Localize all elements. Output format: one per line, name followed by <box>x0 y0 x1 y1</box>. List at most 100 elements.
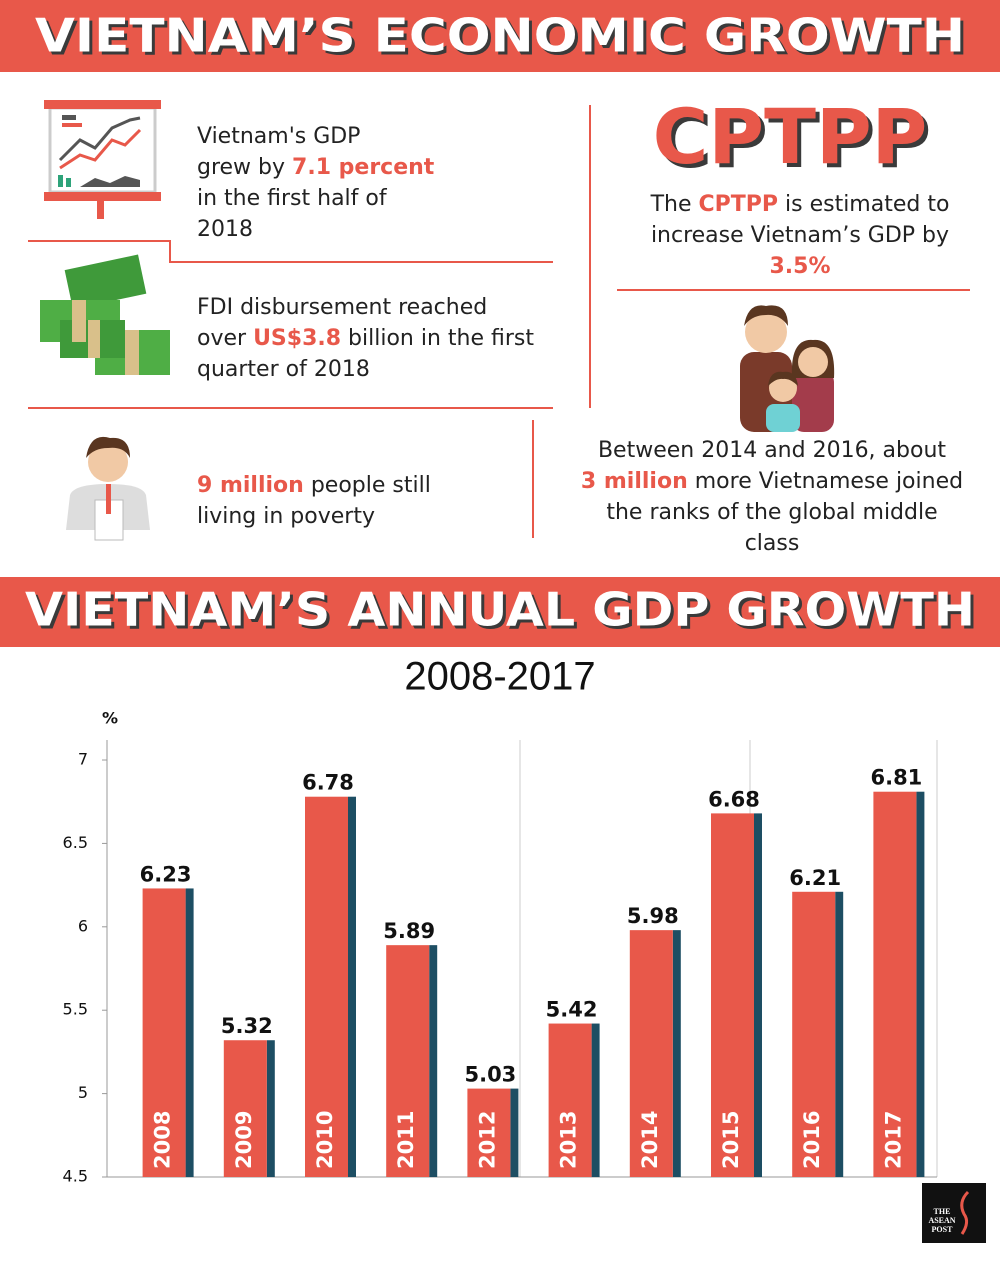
text-segment: Vietnam's GDP <box>197 124 360 149</box>
x-tick-label: 2012 <box>475 1111 499 1169</box>
bar-shadow <box>185 888 194 1177</box>
text-line: class <box>745 531 800 556</box>
text-line: in the first half of <box>197 186 388 211</box>
text-line: The CPTPP is estimated to <box>650 192 950 217</box>
chart-icon <box>44 100 161 219</box>
divider <box>28 240 553 263</box>
x-tick-label: 2016 <box>800 1111 824 1169</box>
text-segment: FDI disbursement reached <box>197 295 487 320</box>
text-line: 2018 <box>197 217 253 242</box>
bar-shadow <box>510 1088 519 1177</box>
person-icon <box>66 436 150 541</box>
text-line: 3 million more Vietnamese joined <box>581 469 963 494</box>
value-label: 5.89 <box>383 919 435 943</box>
text-segment: is estimated to <box>778 192 949 217</box>
text-segment: grew by <box>197 155 292 180</box>
highlight: CPTPP <box>698 192 778 217</box>
highlight: US$3.8 <box>253 326 341 351</box>
bar-shadow <box>266 1040 275 1177</box>
logo <box>922 1183 986 1243</box>
value-label: 6.68 <box>708 787 760 811</box>
bar <box>386 945 430 1177</box>
text-segment: billion in the first <box>341 326 534 351</box>
money-icon <box>40 254 170 375</box>
bar-shadow <box>916 791 925 1177</box>
bar-shadow <box>835 891 844 1177</box>
x-tick-label: 2013 <box>557 1111 581 1169</box>
bar-shadow <box>348 796 356 1177</box>
logo-text: POST <box>932 1225 954 1234</box>
highlight: 3 million <box>581 469 688 494</box>
x-tick-label: 2011 <box>394 1111 418 1169</box>
bar <box>548 1023 592 1177</box>
page-title: VIETNAM’S ECONOMIC GROWTH <box>35 9 965 63</box>
x-tick-label: 2008 <box>151 1111 175 1169</box>
text-line: over US$3.8 billion in the first <box>197 326 534 351</box>
text-segment: The <box>650 192 699 217</box>
x-tick-label: 2015 <box>719 1111 743 1169</box>
bar <box>629 930 673 1177</box>
bar <box>711 813 754 1177</box>
cptpp-heading: CPTPP <box>653 92 928 181</box>
text-line: Between 2014 and 2016, about <box>598 438 946 463</box>
bar-shadow <box>591 1023 600 1177</box>
text-line: Vietnam's GDP <box>197 124 360 149</box>
text-line: living in poverty <box>197 504 375 529</box>
value-label: 6.23 <box>140 862 192 886</box>
text-segment: quarter of 2018 <box>197 357 370 382</box>
header-banner <box>0 0 1000 72</box>
y-tick-label: 7 <box>78 750 88 769</box>
text-segment: living in poverty <box>197 504 375 529</box>
x-tick-label: 2014 <box>638 1111 662 1169</box>
y-axis-label: % <box>102 709 118 728</box>
text-line: increase Vietnam’s GDP by <box>651 223 949 248</box>
x-tick-label: 2017 <box>881 1111 905 1169</box>
text-segment: in the first half of <box>197 186 388 211</box>
bar <box>873 791 917 1177</box>
text-segment: people still <box>304 473 431 498</box>
text-line: 3.5% <box>769 254 830 279</box>
text-line: quarter of 2018 <box>197 357 370 382</box>
highlight: 3.5% <box>769 254 830 279</box>
text-line: the ranks of the global middle <box>606 500 937 525</box>
value-label: 5.03 <box>464 1063 516 1087</box>
text-segment: Between 2014 and 2016, about <box>598 438 946 463</box>
bar <box>792 891 836 1177</box>
text-segment: class <box>745 531 800 556</box>
bar <box>467 1088 511 1177</box>
x-tick-label: 2010 <box>313 1111 337 1169</box>
chart-banner <box>0 577 1000 647</box>
y-tick-label: 6.5 <box>63 833 88 852</box>
y-tick-label: 5 <box>78 1083 88 1102</box>
text-segment: more Vietnamese joined <box>688 469 963 494</box>
text-line: grew by 7.1 percent <box>197 155 435 180</box>
y-tick-label: 4.5 <box>63 1167 88 1186</box>
y-tick-label: 5.5 <box>63 1000 88 1019</box>
chart-title: VIETNAM’S ANNUAL GDP GROWTH <box>25 583 975 637</box>
value-label: 5.32 <box>221 1014 273 1038</box>
logo-text: ASEAN <box>928 1216 955 1225</box>
text-line: FDI disbursement reached <box>197 295 487 320</box>
text-line: 9 million people still <box>197 473 431 498</box>
value-label: 6.21 <box>789 866 841 890</box>
text-segment: increase Vietnam’s GDP by <box>651 223 949 248</box>
bar <box>223 1040 267 1177</box>
text-segment: 2018 <box>197 217 253 242</box>
logo-text: THE <box>934 1207 951 1216</box>
value-label: 6.81 <box>870 766 922 790</box>
value-label: 5.42 <box>546 998 598 1022</box>
bar <box>142 888 186 1177</box>
text-segment: the ranks of the global middle <box>606 500 937 525</box>
family-icon <box>740 305 835 432</box>
bar-shadow <box>754 813 762 1177</box>
bar-shadow <box>672 930 681 1177</box>
bar-shadow <box>429 945 438 1177</box>
highlight: 9 million <box>197 473 304 498</box>
chart-subtitle: 2008-2017 <box>404 655 595 699</box>
text-segment: over <box>197 326 253 351</box>
y-tick-label: 6 <box>78 916 88 935</box>
highlight: 7.1 percent <box>292 155 435 180</box>
bar <box>305 796 348 1177</box>
x-tick-label: 2009 <box>232 1111 256 1169</box>
